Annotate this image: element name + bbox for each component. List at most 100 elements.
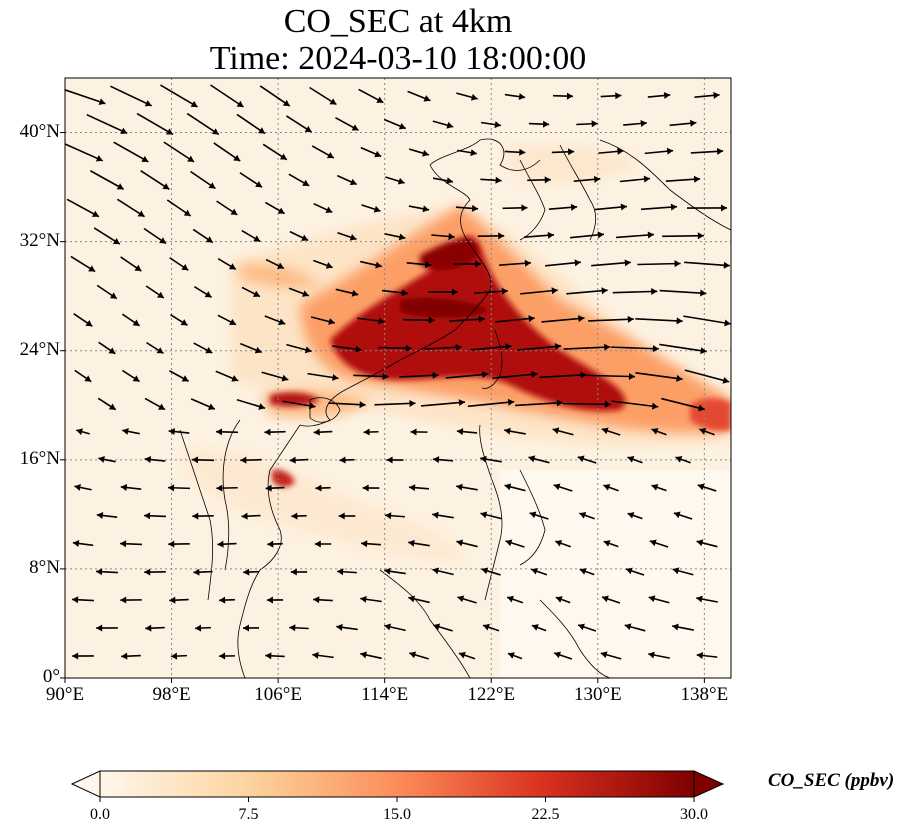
- wind-arrow: [266, 596, 284, 604]
- wind-arrow: [408, 148, 430, 157]
- wind-arrow: [601, 595, 621, 604]
- wind-arrow: [239, 172, 263, 188]
- y-tick-label: 32°N: [19, 229, 60, 251]
- wind-arrow: [470, 343, 512, 351]
- wind-arrow: [625, 567, 645, 576]
- colorbar-tick-label: 30.0: [680, 806, 708, 823]
- wind-arrow: [264, 201, 286, 215]
- colorbar-tick-label: 0.0: [90, 806, 110, 823]
- wind-arrow: [432, 456, 454, 464]
- wind-arrow: [696, 595, 718, 603]
- wind-arrow: [662, 232, 704, 240]
- wind-arrow: [384, 623, 406, 632]
- wind-arrow: [169, 370, 189, 382]
- wind-arrow: [191, 456, 215, 464]
- wind-arrow: [192, 228, 214, 244]
- wind-arrow: [335, 288, 359, 297]
- wind-arrow: [481, 567, 501, 576]
- wind-arrow: [190, 170, 216, 190]
- wind-arrow: [378, 344, 412, 352]
- wind-arrow: [456, 428, 478, 436]
- wind-arrow: [120, 484, 142, 491]
- wind-arrow: [449, 315, 485, 323]
- wind-arrow: [336, 623, 358, 631]
- wind-arrow: [241, 229, 261, 243]
- wind-arrow: [530, 567, 548, 576]
- wind-arrow: [480, 455, 502, 463]
- wind-arrow: [504, 427, 526, 435]
- wind-arrow: [116, 198, 146, 218]
- wind-arrow: [96, 568, 118, 576]
- wind-arrow: [529, 511, 549, 520]
- wind-arrow: [531, 624, 547, 632]
- wind-arrow: [432, 120, 454, 129]
- wind-arrow: [697, 483, 717, 492]
- wind-arrow: [241, 286, 261, 298]
- wind-arrow: [553, 483, 573, 492]
- wind-arrow: [495, 315, 535, 323]
- wind-arrow: [623, 119, 647, 127]
- wind-arrow: [65, 143, 104, 162]
- wind-arrow: [120, 596, 142, 604]
- wind-arrow: [282, 400, 316, 410]
- wind-arrow: [563, 343, 611, 351]
- wind-arrow: [66, 198, 100, 218]
- colorbar-extend-low: [70, 770, 101, 798]
- wind-arrow: [381, 289, 409, 297]
- wind-arrow: [600, 651, 622, 660]
- wind-arrow: [428, 288, 458, 296]
- wind-arrow: [291, 512, 307, 520]
- wind-arrow: [482, 623, 500, 632]
- wind-arrow: [635, 317, 683, 325]
- wind-arrow: [696, 652, 718, 660]
- wind-arrow: [307, 372, 339, 381]
- wind-arrow: [492, 370, 538, 379]
- coastlines: [179, 138, 731, 678]
- wind-arrow: [315, 484, 331, 492]
- wind-arrow: [573, 175, 601, 183]
- wind-arrow: [647, 92, 671, 99]
- wind-arrow: [362, 484, 380, 492]
- wind-arrow: [144, 456, 166, 464]
- wind-arrow: [243, 568, 259, 576]
- wind-arrow: [644, 147, 674, 155]
- wind-arrow: [684, 369, 730, 384]
- wind-arrow: [624, 623, 646, 632]
- wind-arrow: [168, 428, 190, 436]
- wind-arrow: [515, 399, 563, 407]
- wind-arrow: [385, 512, 405, 520]
- wind-arrow: [579, 568, 595, 576]
- wind-arrow: [552, 92, 574, 100]
- wind-arrow: [360, 595, 382, 603]
- wind-arrow: [241, 512, 261, 520]
- wind-arrow: [504, 483, 526, 492]
- wind-arrow: [600, 92, 622, 100]
- wind-arrow: [686, 204, 728, 212]
- wind-arrow: [431, 233, 455, 240]
- wind-arrow: [456, 539, 478, 548]
- wind-arrow: [289, 456, 309, 464]
- wind-arrow: [480, 121, 502, 129]
- wind-arrow: [363, 428, 379, 436]
- wind-arrow: [289, 624, 309, 632]
- wind-arrow: [193, 342, 213, 354]
- wind-arrow: [353, 372, 389, 380]
- wind-arrow: [311, 145, 335, 159]
- concentration-field: [65, 78, 731, 678]
- colorbar: [70, 770, 725, 802]
- wind-arrow: [661, 397, 705, 412]
- wind-arrow: [72, 652, 94, 660]
- wind-arrow: [408, 484, 430, 492]
- wind-arrow: [588, 315, 634, 323]
- wind-arrow: [554, 539, 572, 548]
- wind-arrow: [576, 120, 598, 128]
- wind-arrow: [89, 170, 125, 190]
- x-tick-label: 130°E: [573, 684, 622, 705]
- wind-arrow: [673, 511, 693, 520]
- wind-arrow: [259, 85, 291, 107]
- wind-arrow: [313, 202, 333, 214]
- wind-arrow: [566, 287, 608, 295]
- wind-arrow: [499, 259, 531, 267]
- wind-arrow: [357, 317, 385, 325]
- wind-arrow: [236, 399, 266, 410]
